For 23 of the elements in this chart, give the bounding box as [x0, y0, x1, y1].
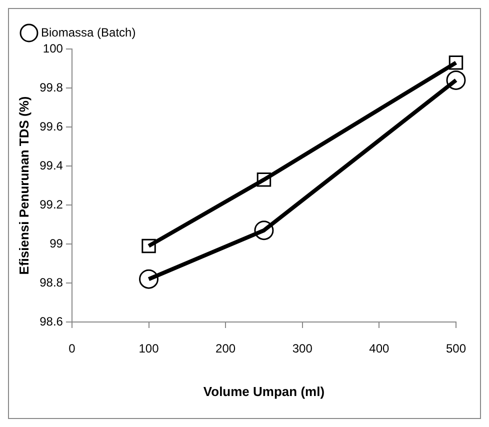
x-axis-title: Volume Umpan (ml)	[203, 384, 325, 399]
x-tick-label: 0	[68, 342, 76, 356]
y-axis-title: Efisiensi Penurunan TDS (%)	[16, 96, 32, 275]
y-tick-label: 99.6	[40, 119, 64, 134]
point	[256, 172, 272, 187]
y-tick-label: 98.8	[40, 275, 64, 290]
point	[139, 269, 159, 289]
y-tick-label: 99.4	[40, 158, 64, 172]
legend-label: Biomassa (Batch)	[41, 25, 136, 40]
x-tick-label: 400	[369, 342, 390, 356]
y-tick-label: 100	[42, 41, 64, 56]
y-tick-label: 98.6	[40, 314, 64, 328]
x-tick-label: 100	[138, 342, 160, 356]
y-tick-label: 99	[50, 236, 64, 250]
point	[142, 238, 156, 254]
y-tick-label: 99.2	[40, 197, 64, 212]
y-tick-label: 99.8	[40, 80, 64, 94]
x-tick-label: 500	[446, 342, 466, 356]
x-tick-label: 200	[216, 342, 236, 356]
point	[446, 70, 466, 90]
point	[254, 220, 274, 240]
point	[448, 56, 464, 70]
x-tick-label: 300	[292, 342, 313, 356]
